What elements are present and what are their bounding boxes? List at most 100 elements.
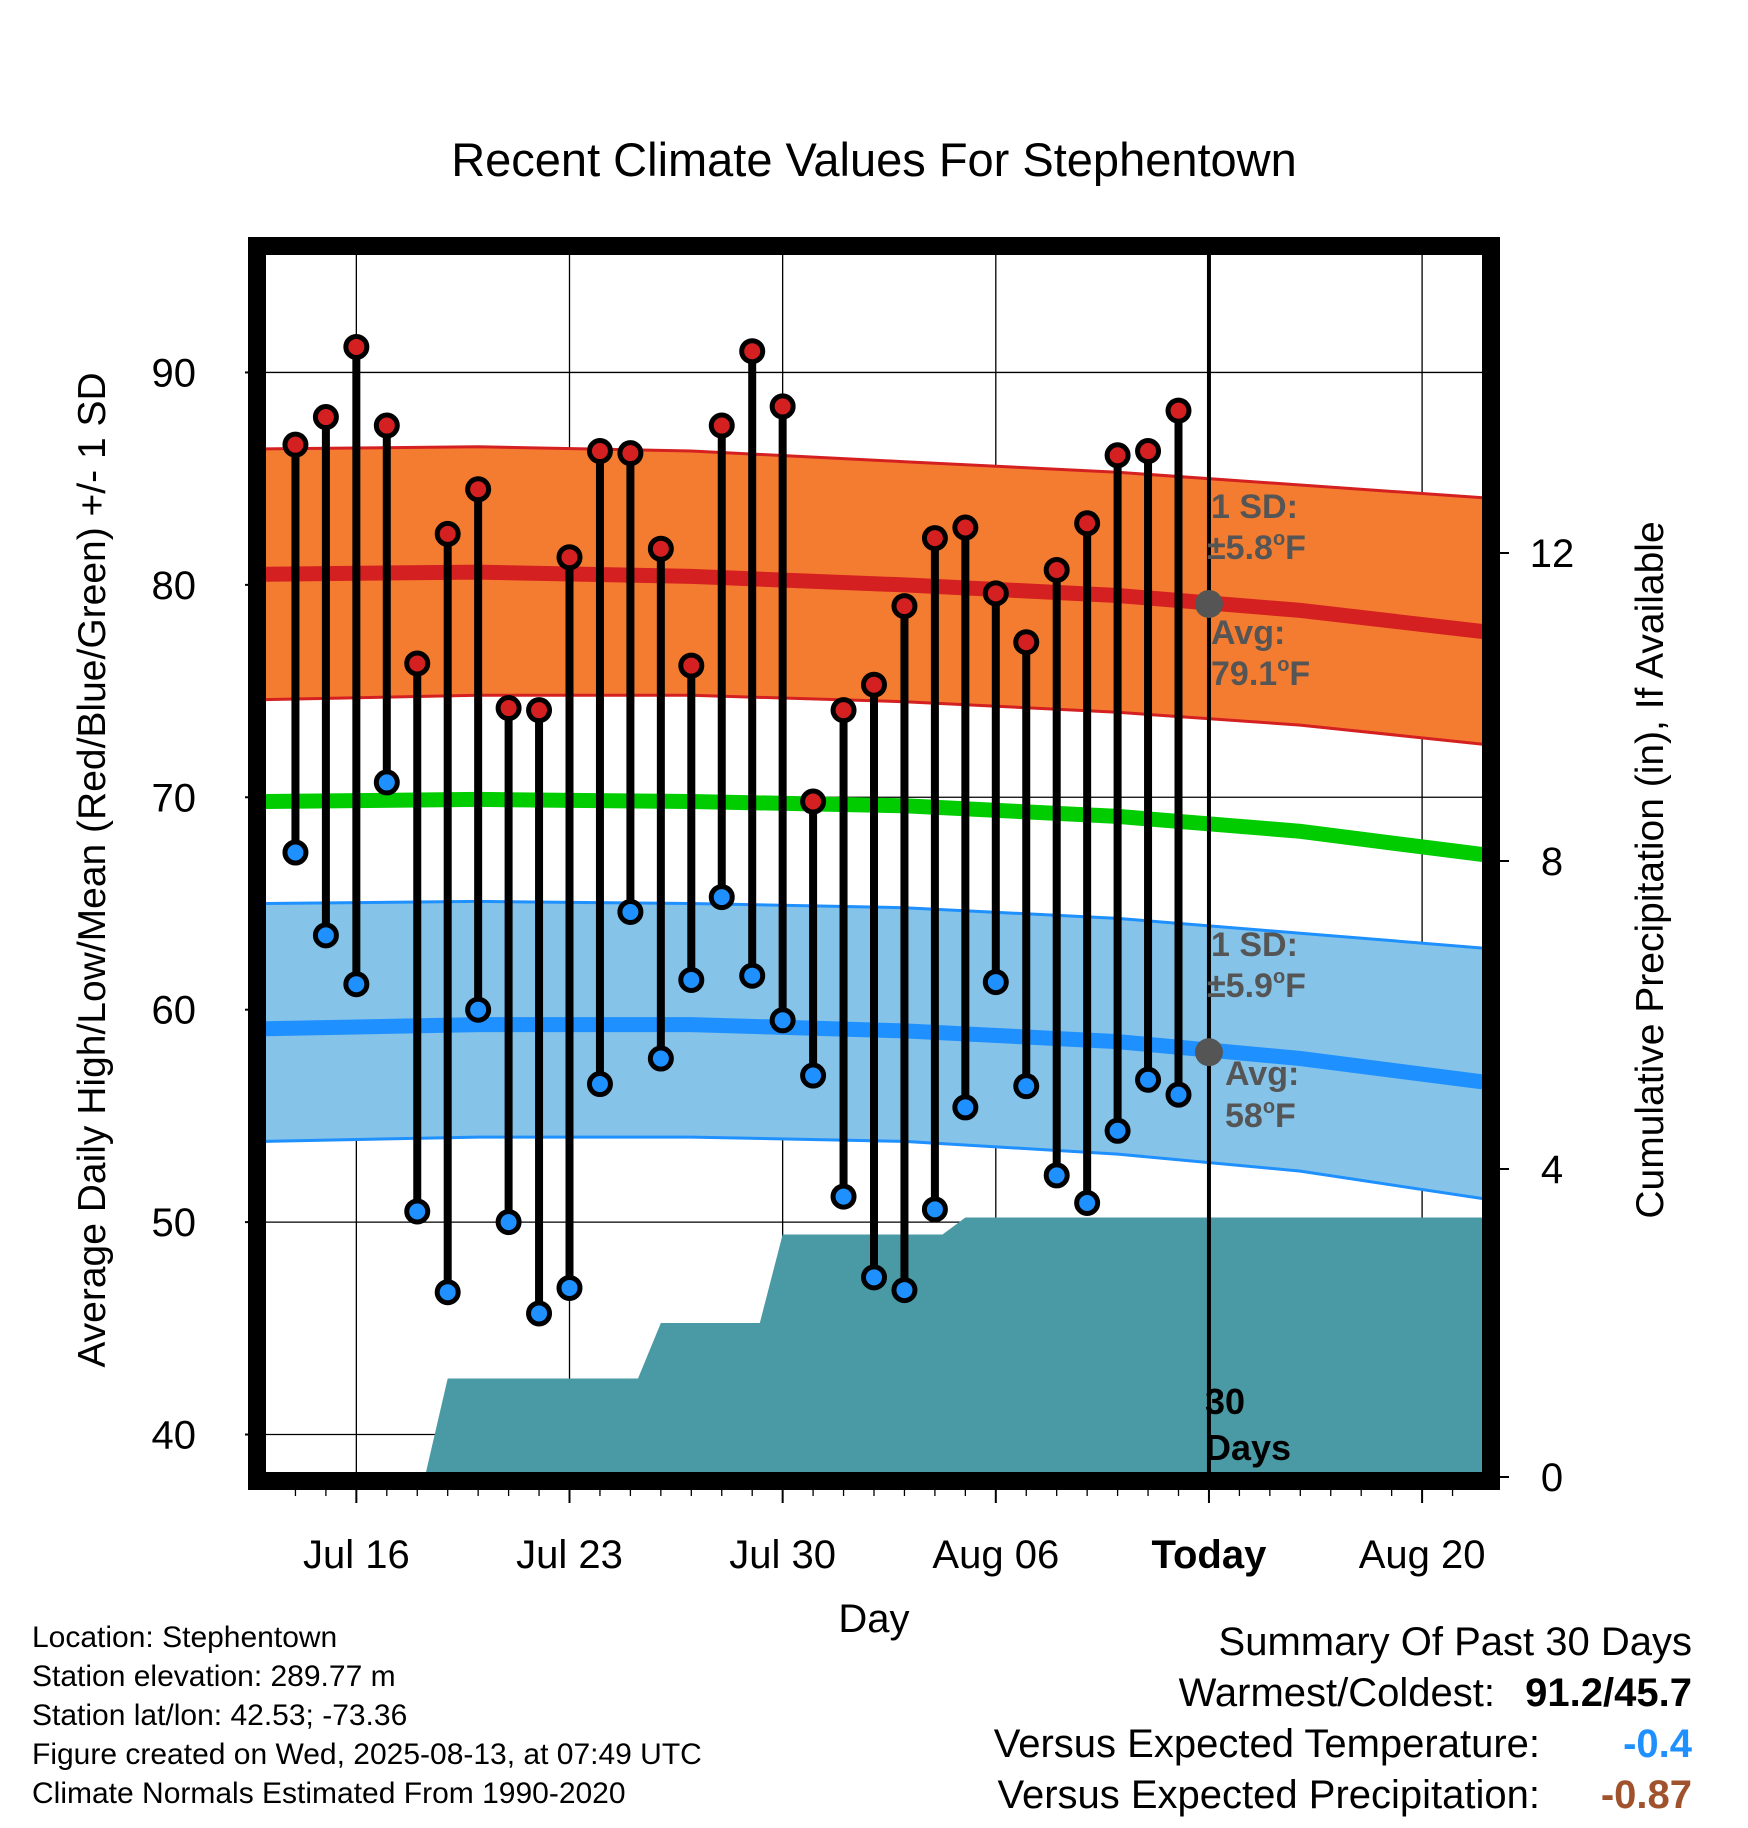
high-point <box>647 535 674 562</box>
high-point <box>556 544 583 571</box>
x-tick-label: Jul 16 <box>303 1533 410 1577</box>
low-avg-label: Avg: <box>1225 1055 1299 1093</box>
low-sd-label: 1 SD: <box>1211 926 1298 964</box>
low-point <box>800 1062 827 1089</box>
high-point <box>282 431 309 458</box>
precip-anomaly-value: -0.87 <box>1600 1773 1692 1817</box>
low-point <box>708 884 735 911</box>
low-point <box>465 996 492 1023</box>
precip-anomaly-label: Versus Expected Precipitation: <box>997 1773 1540 1817</box>
low-point <box>617 898 644 925</box>
low-point <box>861 1264 887 1291</box>
low-point <box>921 1196 948 1223</box>
high-point <box>861 671 887 698</box>
location-text: Location: Stephentown <box>32 1621 338 1654</box>
daily-range-stems <box>291 346 1183 1314</box>
high-point <box>800 788 827 815</box>
high-avg-label: Avg: <box>1211 614 1285 652</box>
warmest-coldest-label: Warmest/Coldest: <box>1178 1671 1495 1715</box>
daily-points <box>282 333 1223 1327</box>
temp-anomaly-row: Versus Expected Temperature: -0.4 <box>994 1719 1692 1770</box>
high-point <box>1074 510 1101 537</box>
high-point <box>739 338 766 365</box>
days-count-label: 30 <box>1205 1381 1245 1422</box>
warmest-coldest-row: Warmest/Coldest: 91.2/45.7 <box>994 1668 1692 1719</box>
created-text: Figure created on Wed, 2025-08-13, at 07… <box>32 1738 702 1771</box>
today-low-avg-marker <box>1194 1038 1223 1067</box>
low-point <box>434 1279 461 1306</box>
low-point <box>678 966 705 993</box>
high-point <box>434 520 461 547</box>
high-sd-label: 1 SD: <box>1211 488 1298 526</box>
high-sd-band-upper-edge <box>265 445 1483 500</box>
low-point <box>1043 1162 1070 1189</box>
low-avg-value: 58oF <box>1225 1096 1296 1135</box>
low-point <box>556 1274 583 1301</box>
high-point <box>1013 629 1040 656</box>
low-point <box>586 1071 613 1098</box>
high-point <box>404 650 431 677</box>
chart-title: Recent Climate Values For Stephentown <box>451 133 1297 186</box>
high-point <box>952 514 979 541</box>
low-point <box>1104 1117 1131 1144</box>
low-point <box>769 1007 796 1034</box>
y2-tick-label: 0 <box>1541 1456 1563 1500</box>
x-tick-label: Jul 30 <box>729 1533 836 1577</box>
y2-axis-label: Cumulative Precipitation (in), If Availa… <box>1629 521 1672 1218</box>
y-axis-label: Average Daily High/Low/Mean (Red/Blue/Gr… <box>71 372 114 1367</box>
low-point <box>373 769 400 796</box>
y-tick-label: 90 <box>152 351 197 395</box>
high-point <box>769 393 796 420</box>
high-point <box>343 333 370 360</box>
high-point <box>526 697 553 724</box>
temp-anomaly-label: Versus Expected Temperature: <box>993 1722 1540 1766</box>
high-avg-value: 79.1oF <box>1211 654 1310 693</box>
high-point <box>708 412 735 439</box>
low-point <box>982 969 1009 996</box>
low-point <box>312 922 339 949</box>
low-point <box>647 1045 674 1072</box>
precip-anomaly-row: Versus Expected Precipitation: -0.87 <box>994 1770 1692 1821</box>
high-point <box>465 476 492 503</box>
y2-tick-label: 8 <box>1541 840 1563 884</box>
high-point <box>586 438 613 465</box>
y-tick-label: 60 <box>152 989 197 1033</box>
x-tick-label: Jul 23 <box>516 1533 623 1577</box>
x-tick-label: Aug 06 <box>932 1533 1059 1577</box>
summary-title: Summary Of Past 30 Days <box>1218 1620 1692 1664</box>
days-text-label: Days <box>1205 1427 1291 1468</box>
latlon-text: Station lat/lon: 42.53; -73.36 <box>32 1699 408 1732</box>
y-tick-label: 40 <box>152 1414 197 1458</box>
y-tick-label: 80 <box>152 564 197 608</box>
high-point <box>1043 556 1070 583</box>
low-sd-value: ±5.9oF <box>1207 966 1306 1005</box>
high-point <box>1104 442 1131 469</box>
today-high-avg-marker <box>1194 589 1223 618</box>
low-point <box>1074 1189 1101 1216</box>
low-point <box>495 1209 522 1236</box>
low-point <box>526 1300 553 1327</box>
station-info: Location: Stephentown Station elevation:… <box>32 1618 702 1813</box>
precipitation-area <box>265 1217 1483 1477</box>
low-point <box>739 962 766 989</box>
plot-border <box>248 237 1500 1490</box>
y2-tick-label: 12 <box>1530 532 1575 576</box>
low-point <box>1135 1066 1162 1093</box>
high-point <box>921 525 948 552</box>
y-tick-label: 50 <box>152 1201 197 1245</box>
warmest-coldest-value: 91.2/45.7 <box>1525 1671 1692 1715</box>
y-tick-label: 70 <box>152 776 197 820</box>
normals-text: Climate Normals Estimated From 1990-2020 <box>32 1777 626 1810</box>
elevation-text: Station elevation: 289.77 m <box>32 1660 396 1693</box>
low-point <box>404 1198 431 1225</box>
high-point <box>617 440 644 467</box>
x-axis-label: Day <box>838 1597 909 1641</box>
low-point <box>891 1277 918 1304</box>
x-tick-label: Aug 20 <box>1359 1533 1486 1577</box>
low-point <box>952 1094 979 1121</box>
precip-area <box>265 1217 1483 1477</box>
high-point <box>495 695 522 722</box>
low-point <box>343 971 370 998</box>
